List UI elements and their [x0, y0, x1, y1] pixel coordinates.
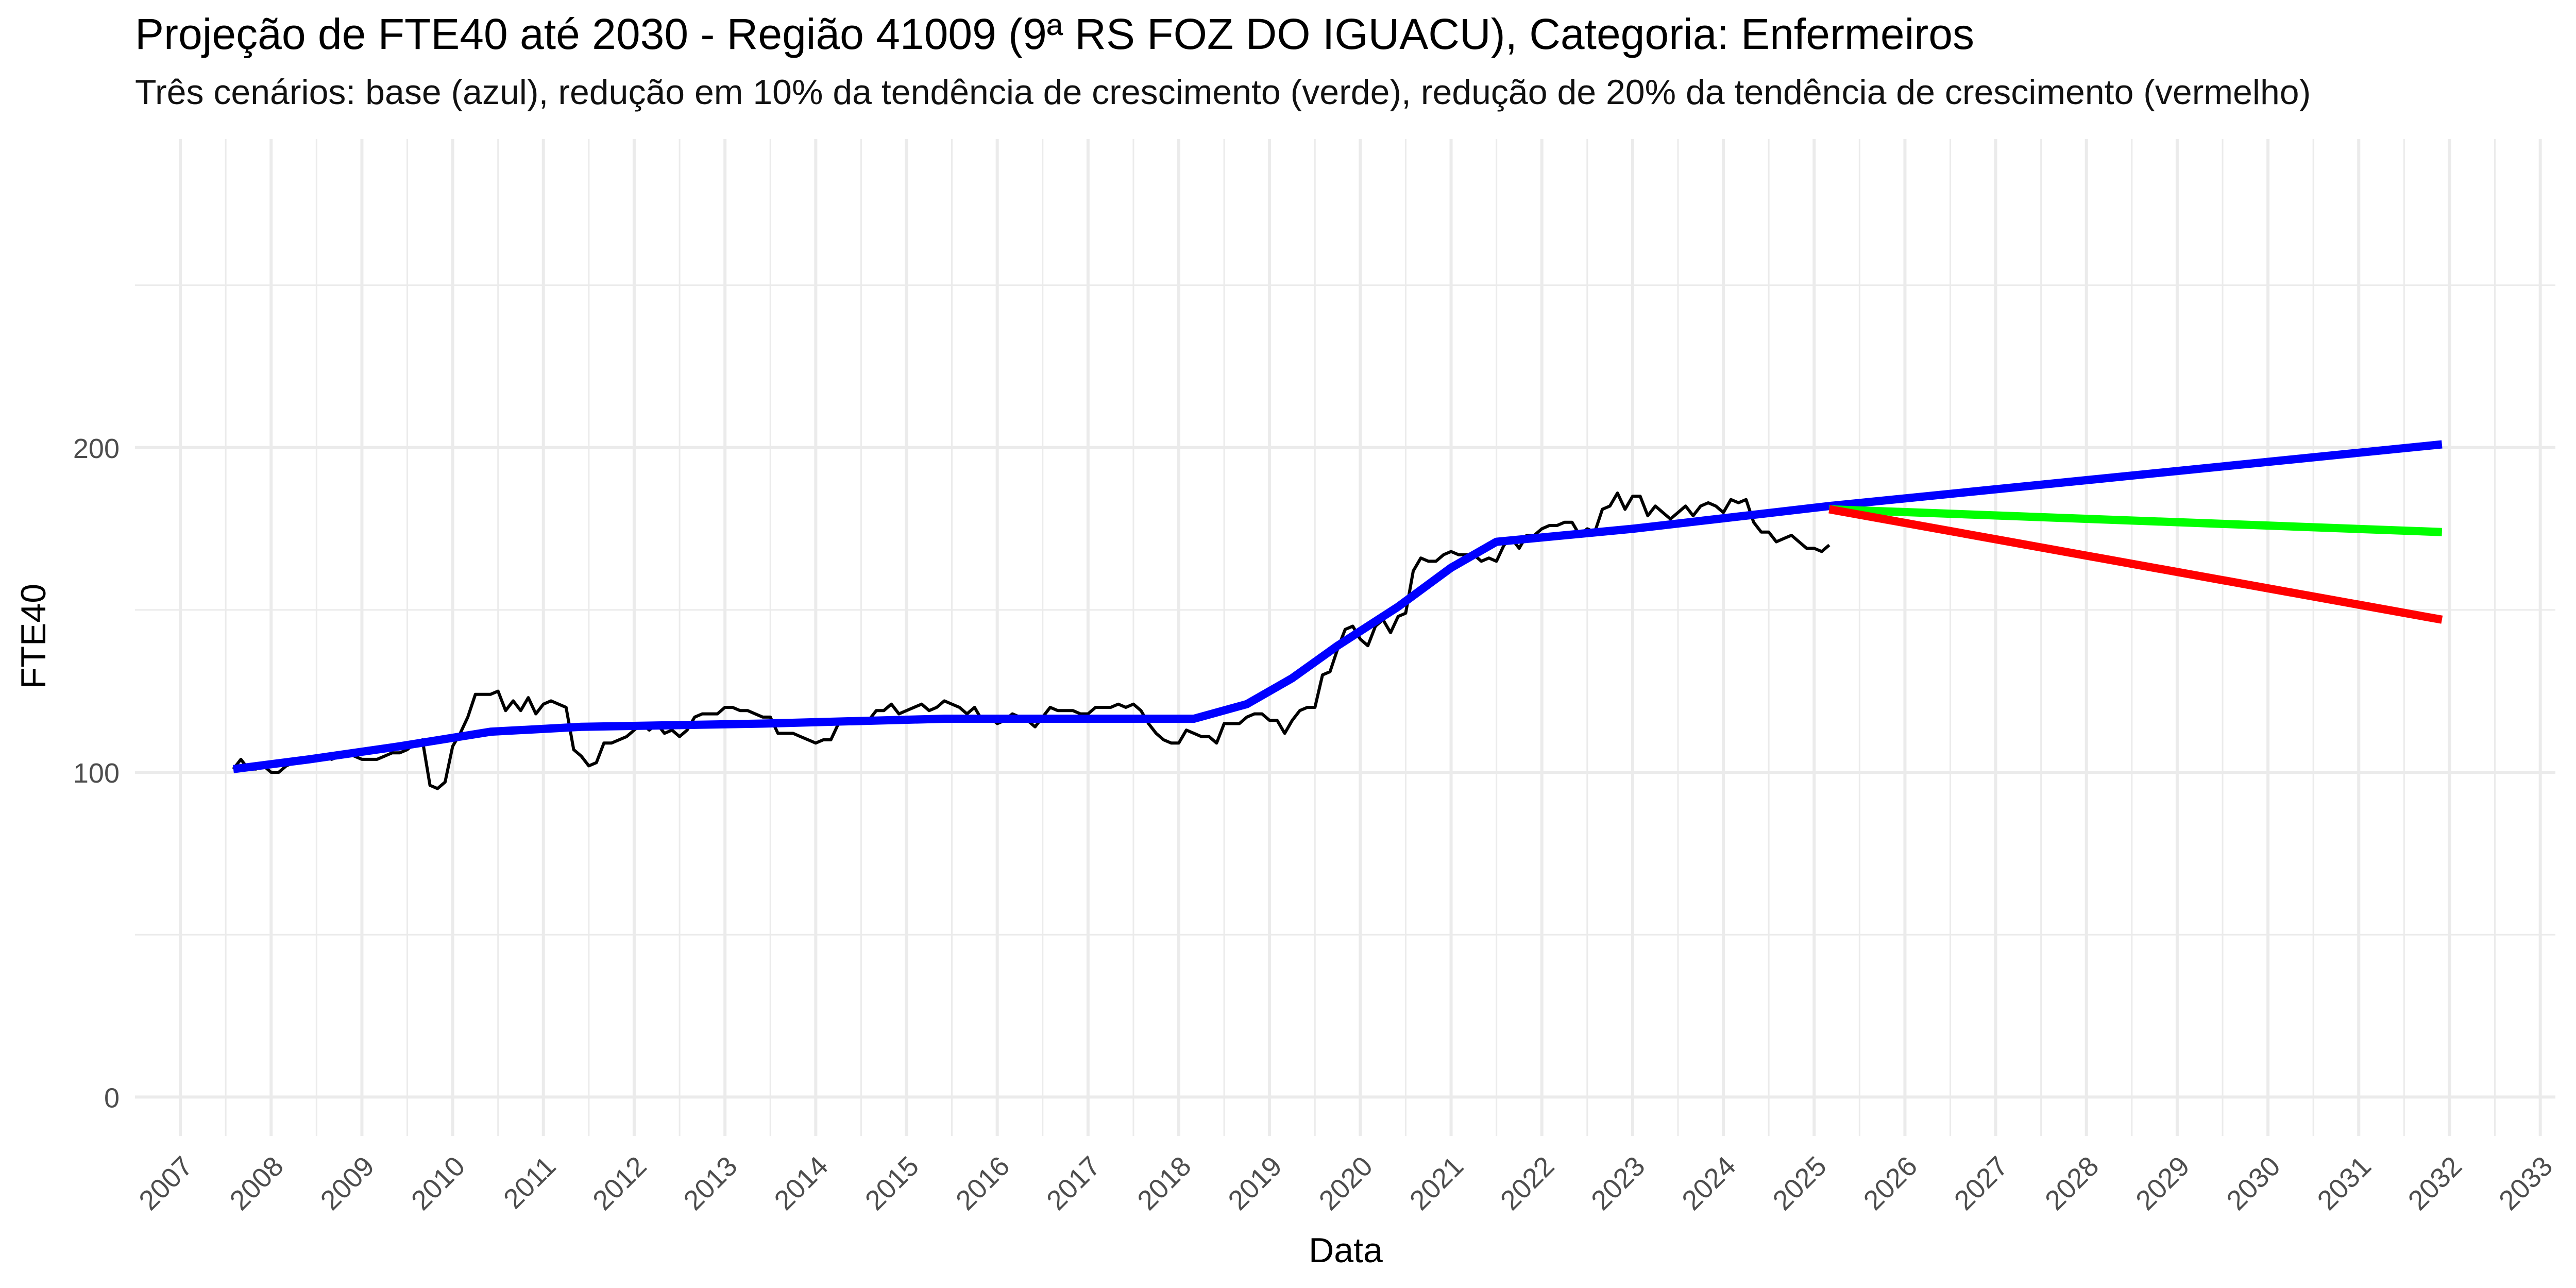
- series-observed-line: [232, 492, 1831, 790]
- grid-layer: [135, 139, 2555, 1136]
- x-tick-label: 2018: [1131, 1150, 1197, 1216]
- x-tick-label: 2008: [224, 1150, 290, 1216]
- x-tick-label: 2011: [498, 1150, 562, 1215]
- x-axis-label: Data: [1309, 1231, 1383, 1270]
- x-tick-label: 2032: [2402, 1150, 2468, 1216]
- y-axis-label: FTE40: [14, 584, 53, 689]
- x-tick-label: 2020: [1313, 1150, 1379, 1216]
- x-tick-label: 2010: [405, 1150, 471, 1216]
- x-tick-label: 2017: [1041, 1150, 1106, 1216]
- x-tick-label: 2007: [133, 1150, 198, 1216]
- x-tick-label: 2033: [2493, 1150, 2558, 1216]
- x-tick-label: 2029: [2130, 1150, 2195, 1216]
- x-tick-label: 2014: [769, 1150, 834, 1216]
- x-tick-label: 2030: [2221, 1150, 2286, 1216]
- chart-title: Projeção de FTE40 até 2030 - Região 4100…: [135, 10, 1974, 58]
- x-tick-label: 2028: [2039, 1150, 2105, 1216]
- x-tick-label: 2021: [1404, 1150, 1469, 1216]
- x-tick-label: 2019: [1222, 1150, 1287, 1216]
- series-green-line: [1829, 505, 2443, 536]
- x-tick-label: 2022: [1495, 1150, 1560, 1216]
- x-tick-label: 2025: [1767, 1150, 1833, 1216]
- series-layer: [232, 440, 2443, 790]
- y-tick-label: 0: [104, 1082, 120, 1113]
- y-tick-label: 200: [73, 433, 120, 464]
- x-tick-label: 2031: [2312, 1150, 2377, 1216]
- series-base-line: [232, 440, 2443, 773]
- y-tick-label: 100: [73, 758, 120, 789]
- x-tick-label: 2012: [587, 1150, 652, 1216]
- x-tick-label: 2026: [1858, 1150, 1923, 1216]
- x-tick-label: 2015: [859, 1150, 925, 1216]
- series-red-line: [1828, 505, 2443, 624]
- x-tick-label: 2023: [1585, 1150, 1651, 1216]
- chart-subtitle: Três cenários: base (azul), redução em 1…: [135, 73, 2311, 112]
- x-tick-label: 2009: [315, 1150, 380, 1216]
- x-tick-label: 2024: [1676, 1150, 1741, 1216]
- x-tick-label: 2016: [950, 1150, 1015, 1216]
- x-tick-label: 2027: [1948, 1150, 2014, 1216]
- x-tick-label: 2013: [677, 1150, 743, 1216]
- axis-layer: 0 100 200 2007 2008 2009 2010 2011 2012 2013 2014 2…: [73, 433, 2558, 1216]
